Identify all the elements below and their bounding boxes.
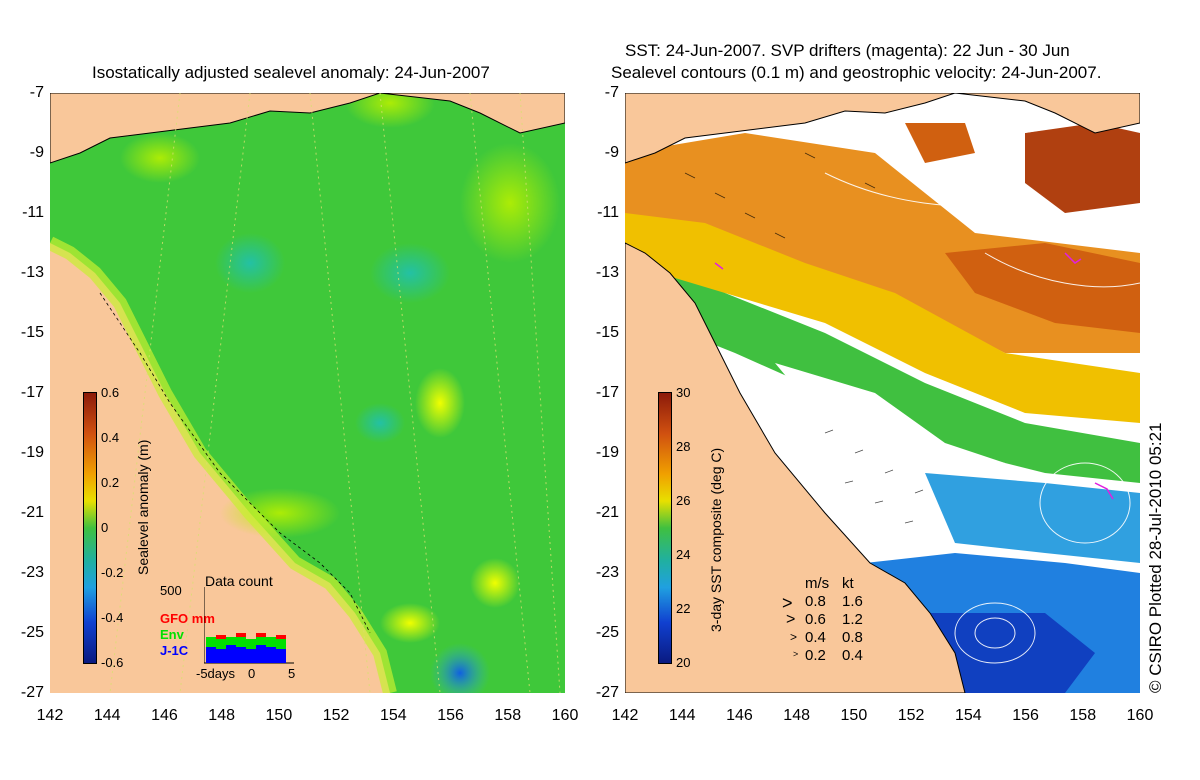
right-y-tick-label: -17 xyxy=(595,384,619,401)
right-x-tick-label: 154 xyxy=(954,707,982,724)
left-y-tick-label: -27 xyxy=(20,684,44,701)
left-y-tick-label: -11 xyxy=(22,204,44,221)
right-y-tick-label: -11 xyxy=(597,204,619,221)
anomaly-colorbar-tick-label: -0.6 xyxy=(101,655,124,670)
sst-colorbar-tick-label: 30 xyxy=(676,385,691,400)
sst-colorbar-label: 3-day SST composite (deg C) xyxy=(708,447,724,632)
left-x-tick-label: 158 xyxy=(494,707,522,724)
sst-colorbar-tick-label: 22 xyxy=(676,601,691,616)
left-y-tick-label: -21 xyxy=(20,504,44,521)
sealevel-anomaly-map xyxy=(50,93,565,693)
sst-colorbar-tick-label: 28 xyxy=(676,439,691,454)
left-y-tick-label: -7 xyxy=(29,84,44,101)
data-count-xtick-end: 5 xyxy=(288,666,296,681)
anomaly-colorbar-label: Sealevel anomaly (m) xyxy=(135,439,151,575)
right-x-tick-label: 148 xyxy=(783,707,810,724)
sst-colorbar xyxy=(658,392,672,664)
velocity-legend-ms-4: 0.2 xyxy=(805,647,826,664)
left-y-tick-label: -23 xyxy=(20,564,44,581)
right-y-tick-label: -23 xyxy=(595,564,619,581)
anomaly-colorbar-tick-label: 0 xyxy=(101,520,109,535)
velocity-legend: m/s kt > 0.8 1.6 > 0.6 1.2 > 0.4 0.8 > 0… xyxy=(780,575,880,665)
left-x-tick-label: 142 xyxy=(36,707,64,724)
left-x-tick-label: 160 xyxy=(551,707,579,724)
anomaly-colorbar-tick-label: 0.6 xyxy=(101,385,120,400)
right-y-tick-label: -15 xyxy=(595,324,619,341)
left-map-title: Isostatically adjusted sealevel anomaly:… xyxy=(92,63,490,82)
data-count-xtick-zero: 0 xyxy=(248,666,256,681)
right-x-tick-label: 144 xyxy=(668,707,696,724)
left-y-tick-label: -15 xyxy=(20,324,44,341)
right-x-tick-label: 142 xyxy=(611,707,639,724)
left-y-tick-label: -19 xyxy=(20,444,44,461)
anomaly-colorbar-tick-label: 0.2 xyxy=(101,475,120,490)
right-y-tick-label: -9 xyxy=(604,144,619,161)
data-count-inset: 500 Data count GFO mm Env J-1C -5days 0 … xyxy=(160,573,310,683)
right-x-tick-label: 150 xyxy=(840,707,868,724)
left-y-tick-label: -13 xyxy=(20,264,44,281)
velocity-arrow-icon-4: > xyxy=(793,649,799,659)
anomaly-colorbar xyxy=(83,392,97,664)
velocity-legend-ms-3: 0.4 xyxy=(805,629,826,646)
right-x-tick-label: 160 xyxy=(1126,707,1154,724)
csiro-credit: © CSIRO Plotted 28-Jul-2010 05:21 xyxy=(1146,422,1165,693)
left-x-tick-label: 150 xyxy=(265,707,293,724)
velocity-legend-ms-2: 0.6 xyxy=(805,611,826,628)
velocity-legend-kt-3: 0.8 xyxy=(842,629,863,646)
velocity-arrow-icon-2: > xyxy=(786,611,796,628)
right-y-tick-label: -7 xyxy=(604,84,619,101)
right-map-title-line2: Sealevel contours (0.1 m) and geostrophi… xyxy=(611,63,1102,82)
data-count-title: Data count xyxy=(205,573,273,589)
anomaly-colorbar-tick-label: -0.2 xyxy=(101,565,124,580)
left-y-tick-label: -17 xyxy=(20,384,44,401)
left-x-tick-label: 156 xyxy=(437,707,464,724)
right-x-tick-label: 156 xyxy=(1012,707,1039,724)
data-count-ymax: 500 xyxy=(160,583,182,598)
right-y-tick-label: -27 xyxy=(595,684,619,701)
australia-land xyxy=(625,242,966,693)
sst-colorbar-tick-label: 24 xyxy=(676,547,691,562)
right-x-tick-label: 158 xyxy=(1069,707,1097,724)
velocity-legend-ms-1: 0.8 xyxy=(805,593,826,610)
velocity-legend-kt-4: 0.4 xyxy=(842,647,863,664)
right-y-tick-label: -21 xyxy=(595,504,619,521)
left-x-tick-label: 148 xyxy=(208,707,235,724)
velocity-legend-kt-1: 1.6 xyxy=(842,593,863,610)
velocity-arrow-icon-3: > xyxy=(790,630,798,644)
ocean-area xyxy=(50,93,565,693)
left-x-tick-label: 144 xyxy=(93,707,121,724)
data-count-legend-gfo: GFO mm xyxy=(160,611,215,626)
anomaly-colorbar-tick-label: 0.4 xyxy=(101,430,120,445)
right-y-tick-label: -13 xyxy=(595,264,619,281)
sst-colorbar-tick-label: 26 xyxy=(676,493,691,508)
left-x-tick-label: 154 xyxy=(379,707,407,724)
new-guinea-land xyxy=(50,93,565,164)
data-count-xtick-start: -5days xyxy=(196,666,236,681)
right-x-tick-label: 152 xyxy=(897,707,925,724)
data-count-legend-env: Env xyxy=(160,627,184,642)
left-x-tick-label: 152 xyxy=(322,707,350,724)
velocity-legend-kt-2: 1.2 xyxy=(842,611,863,628)
left-y-tick-label: -25 xyxy=(20,624,44,641)
sst-composite-map xyxy=(625,93,1140,693)
data-count-legend-j1c: J-1C xyxy=(160,643,189,658)
data-count-bars xyxy=(204,587,294,664)
velocity-legend-kt-header: kt xyxy=(842,575,854,592)
right-y-tick-label: -19 xyxy=(595,444,619,461)
right-map-title-line1: SST: 24-Jun-2007. SVP drifters (magenta)… xyxy=(625,41,1070,60)
velocity-legend-ms-header: m/s xyxy=(805,575,830,592)
new-guinea-land-right xyxy=(625,93,1140,164)
left-x-tick-label: 146 xyxy=(151,707,178,724)
anomaly-colorbar-tick-label: -0.4 xyxy=(101,610,124,625)
right-y-tick-label: -25 xyxy=(595,624,619,641)
velocity-arrow-icon-1: > xyxy=(782,593,793,613)
right-x-tick-label: 146 xyxy=(726,707,753,724)
sst-colorbar-tick-label: 20 xyxy=(676,655,691,670)
left-y-tick-label: -9 xyxy=(29,144,44,161)
